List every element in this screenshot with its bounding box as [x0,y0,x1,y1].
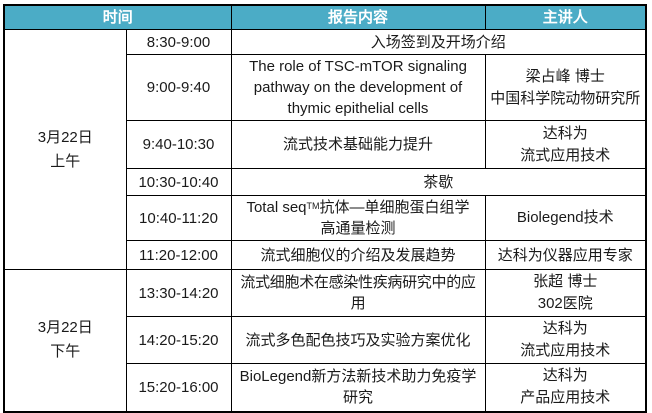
time-cell: 13:30-14:20 [125,269,232,317]
col-header-content: 报告内容 [230,4,486,30]
schedule-table: 时间 报告内容 主讲人 3月22日 上午 8:30-9:00 入场签到及开场介绍… [3,4,647,413]
speaker-affiliation: 302医院 [537,295,593,312]
content-cell: 入场签到及开场介绍 [230,29,647,55]
content-cell: 流式多色配色技巧及实验方案优化 [230,316,486,364]
speaker-name: Biolegend技术 [516,209,614,226]
speaker-affiliation: 流式应用技术 [520,146,611,164]
content-cell: Total seqTM抗体—单细胞蛋白组学 高通量检测 [230,195,486,241]
content-cell: 茶歇 [230,168,647,196]
content-cell: BioLegend新方法新技术助力免疫学 研究 [230,363,486,412]
speaker-cell: 达科为仪器应用专家 [484,240,647,270]
speaker-cell: 梁占峰 博士 中国科学院动物研究所 [484,54,647,121]
speaker-name: 达科为 [542,367,588,385]
period-text: 上午 [50,152,81,170]
content-line: 研究 [342,389,373,407]
speaker-cell: 达科为 流式应用技术 [484,316,647,364]
speaker-name: 梁占峰 博士 [525,67,605,85]
content-line: 高通量检测 [320,220,396,237]
speaker-name: 达科为 [542,320,588,337]
speaker-cell: 达科为 流式应用技术 [484,120,647,169]
speaker-cell: Biolegend技术 [484,195,647,241]
time-cell: 8:30-9:00 [125,29,232,55]
time-cell: 14:20-15:20 [125,316,232,364]
content-en: Total seq [246,199,307,216]
header-row: 时间 报告内容 主讲人 [3,4,647,30]
table-row: 15:20-16:00 BioLegend新方法新技术助力免疫学 研究 达科为 … [4,363,647,412]
content-line: BioLegend新方法新技术助力免疫学 [239,368,477,386]
content-line: The role of TSC-mTOR signaling [249,58,467,75]
content-line: thymic epithelial cells [287,100,429,117]
date-cell-afternoon: 3月22日 下午 [3,269,127,412]
col-header-speaker: 主讲人 [484,4,647,30]
date-text: 3月22日 [37,319,93,337]
speaker-affiliation: 流式应用技术 [520,342,611,359]
speaker-cell: 达科为 产品应用技术 [484,363,647,412]
table-row: 10:40-11:20 Total seqTM抗体—单细胞蛋白组学 高通量检测 … [4,195,647,241]
col-header-time: 时间 [3,4,232,30]
table-row: 9:40-10:30 流式技术基础能力提升 达科为 流式应用技术 [4,120,647,169]
time-cell: 9:00-9:40 [125,54,232,121]
speaker-affiliation: 中国科学院动物研究所 [490,89,641,107]
time-cell: 15:20-16:00 [125,363,232,412]
content-cell: 流式细胞仪的介绍及发展趋势 [230,240,486,270]
date-cell-morning: 3月22日 上午 [3,29,127,270]
trademark-superscript: TM [306,201,320,211]
speaker-affiliation: 产品应用技术 [520,389,611,407]
date-text: 3月22日 [37,128,93,146]
time-cell: 11:20-12:00 [125,240,232,270]
time-cell: 10:40-11:20 [125,195,232,241]
speaker-cell: 张超 博士 302医院 [484,269,647,317]
content-cell: 流式细胞术在感染性疾病研究中的应用 [230,269,486,317]
time-cell: 9:40-10:30 [125,120,232,169]
table-row: 11:20-12:00 流式细胞仪的介绍及发展趋势 达科为仪器应用专家 [4,240,647,270]
content-cell: The role of TSC-mTOR signaling pathway o… [230,54,486,121]
table-row: 14:20-15:20 流式多色配色技巧及实验方案优化 达科为 流式应用技术 [4,316,647,364]
speaker-name: 达科为 [542,124,588,142]
table-row: 3月22日 上午 8:30-9:00 入场签到及开场介绍 [3,29,647,270]
content-line: pathway on the development of [253,79,463,96]
content-line: Total seqTM抗体—单细胞蛋白组学 [234,197,483,218]
table-row: 9:00-9:40 The role of TSC-mTOR signaling… [4,54,647,121]
content-cell: 流式技术基础能力提升 [230,120,486,169]
table-row: 3月22日 下午 13:30-14:20 流式细胞术在感染性疾病研究中的应用 张… [3,269,647,412]
speaker-name: 张超 博士 [533,273,598,290]
content-cjk: 抗体—单细胞蛋白组学 [319,199,470,216]
time-cell: 10:30-10:40 [125,168,232,196]
period-text: 下午 [50,343,81,361]
